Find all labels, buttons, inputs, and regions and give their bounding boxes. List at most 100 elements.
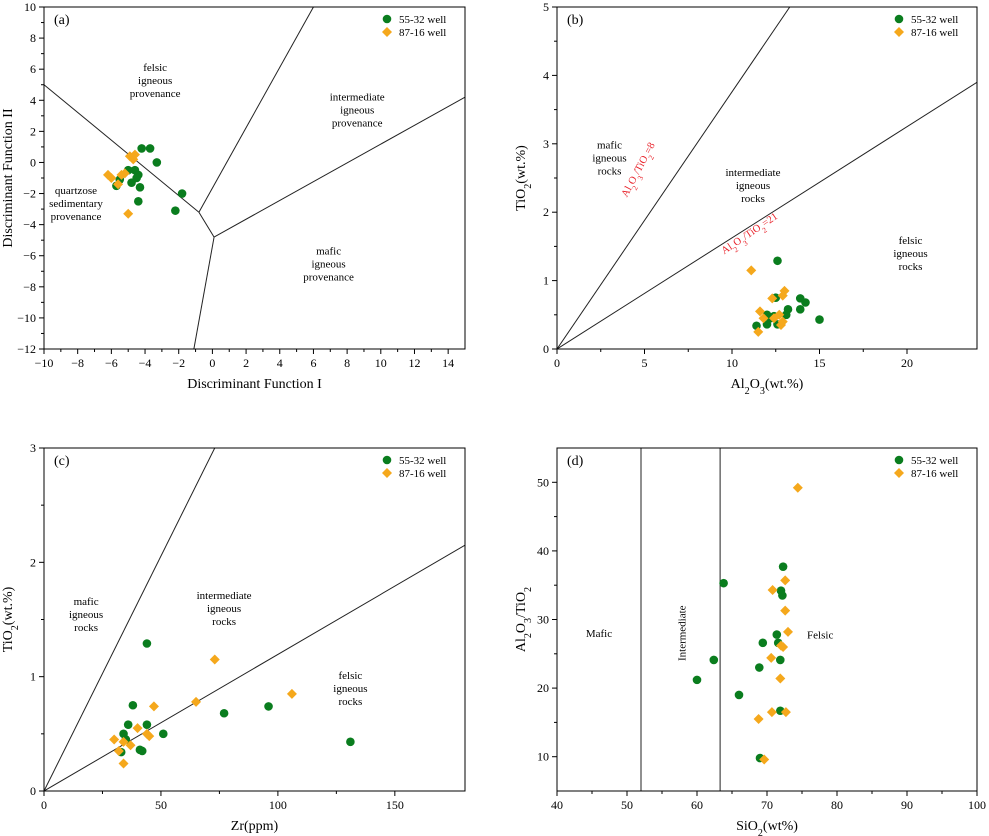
ratio-line-label: Al2O3/TiO2=21 <box>720 211 782 260</box>
point-55-32 <box>815 315 824 324</box>
legend-label: 55-32 well <box>399 14 446 26</box>
point-55-32 <box>776 655 785 665</box>
y-tick-label: 4 <box>543 68 549 82</box>
point-87-16 <box>753 713 764 724</box>
y-axis-title: TiO2(wt.%) <box>1 586 21 652</box>
y-tick-label: 1 <box>543 274 549 288</box>
region-label: intermediate igneous rocks <box>197 590 252 628</box>
y-tick-label: −2 <box>23 187 36 201</box>
point-87-16 <box>780 605 791 616</box>
point-55-32 <box>773 256 782 266</box>
y-tick-label: −6 <box>23 249 36 263</box>
x-axis-title: Discriminant Function I <box>187 377 322 392</box>
panel-b: 0 5 10 15 20 0 1 2 3 4 5 Al2O3(wt.%) TiO2(wt.%) (b) ma… <box>514 0 978 397</box>
point-55-32 <box>755 663 764 672</box>
panel-label: (b) <box>567 13 584 28</box>
y-tick-label: 6 <box>30 62 36 76</box>
region-label: Mafic <box>586 628 612 640</box>
y-tick-label: 0 <box>543 342 549 356</box>
point-55-32 <box>781 310 791 320</box>
x-tick-label: 150 <box>386 798 404 812</box>
point-55-32 <box>801 298 810 307</box>
boundary-line <box>193 236 215 349</box>
x-tick-label: 50 <box>155 798 167 812</box>
boundary-line <box>198 7 314 213</box>
y-tick-label: 2 <box>30 124 36 138</box>
point-55-32 <box>219 708 229 718</box>
x-tick-label: 10 <box>375 356 387 370</box>
point-55-32 <box>762 320 772 329</box>
point-55-32 <box>264 702 273 711</box>
x-tick-label: 20 <box>901 356 913 370</box>
region-label: Intermediate <box>677 605 689 661</box>
x-tick-label: 0 <box>554 356 560 370</box>
y-tick-label: 0 <box>30 155 36 169</box>
panel-c: 0 50 100 150 0 1 2 3 Zr(ppm) TiO2(wt.%) (c) mafic ig… <box>1 441 466 834</box>
x-tick-label: 40 <box>551 798 563 812</box>
point-55-32 <box>734 690 744 700</box>
y-tick-label: 30 <box>537 613 549 627</box>
series-orange <box>102 149 140 219</box>
point-55-32 <box>709 655 719 665</box>
legend-marker <box>382 27 392 37</box>
point-87-16 <box>144 731 155 742</box>
legend-label: 55-32 well <box>911 455 958 467</box>
y-axis-title: TiO2(wt.%) <box>514 145 534 211</box>
point-55-32 <box>772 630 782 639</box>
point-87-16 <box>777 290 788 301</box>
panel-a: −10 −8 −6 −4 −2 0 2 4 6 8 10 12 14−12−10−8−6−4−20246… <box>1 0 466 392</box>
point-87-16 <box>113 745 124 756</box>
y-tick-label: 8 <box>30 31 36 45</box>
y-tick-label: 5 <box>543 0 549 14</box>
y-tick-label: 2 <box>543 205 549 219</box>
series-green <box>116 639 355 757</box>
y-axis-title: Al2O3/TiO2 <box>514 587 534 652</box>
point-55-32 <box>142 639 152 648</box>
point-87-16 <box>286 688 297 699</box>
x-tick-label: 0 <box>41 798 47 812</box>
point-55-32 <box>719 578 728 588</box>
region-label: intermediate igneous rocks <box>726 167 781 205</box>
point-87-16 <box>191 696 202 707</box>
y-tick-label: 40 <box>537 544 549 558</box>
legend-label: 55-32 well <box>911 14 958 26</box>
point-55-32 <box>137 144 146 153</box>
legend-marker <box>382 468 392 478</box>
x-axis-title: Zr(ppm) <box>231 819 279 834</box>
x-tick-label: 12 <box>408 356 420 370</box>
y-axis-title: Discriminant Function II <box>1 108 16 248</box>
region-label: mafic igneous rocks <box>592 139 626 177</box>
point-87-16 <box>125 740 136 751</box>
legend-marker <box>894 455 904 465</box>
point-55-32 <box>152 158 162 167</box>
x-tick-label: −6 <box>105 356 118 370</box>
point-87-16 <box>148 701 159 712</box>
point-87-16 <box>780 707 791 718</box>
boundary-line <box>213 96 465 238</box>
y-tick-label: 4 <box>30 93 36 107</box>
legend-label: 87-16 well <box>911 468 958 480</box>
boundary-line <box>198 211 215 238</box>
region-label: Felsic <box>807 630 833 642</box>
point-87-16 <box>132 723 143 734</box>
legend-label: 87-16 well <box>399 27 446 39</box>
y-tick-label: −8 <box>23 280 36 294</box>
y-tick-label: 10 <box>24 0 36 14</box>
x-tick-label: 10 <box>726 356 738 370</box>
legend-marker <box>894 468 904 478</box>
panel-label: (c) <box>54 454 70 469</box>
x-tick-label: 6 <box>310 356 316 370</box>
x-tick-label: 14 <box>442 356 454 370</box>
x-tick-label: 8 <box>344 356 350 370</box>
point-87-16 <box>776 320 786 331</box>
point-55-32 <box>171 206 180 215</box>
point-55-32 <box>137 746 147 756</box>
x-tick-label: 100 <box>968 798 986 812</box>
point-87-16 <box>106 173 117 183</box>
x-tick-label: 4 <box>277 356 283 370</box>
region-label: felsic igneous rocks <box>893 235 927 273</box>
point-55-32 <box>123 720 133 729</box>
x-tick-label: 2 <box>243 356 249 370</box>
x-tick-label: 70 <box>761 798 773 812</box>
legend-marker <box>894 14 904 24</box>
